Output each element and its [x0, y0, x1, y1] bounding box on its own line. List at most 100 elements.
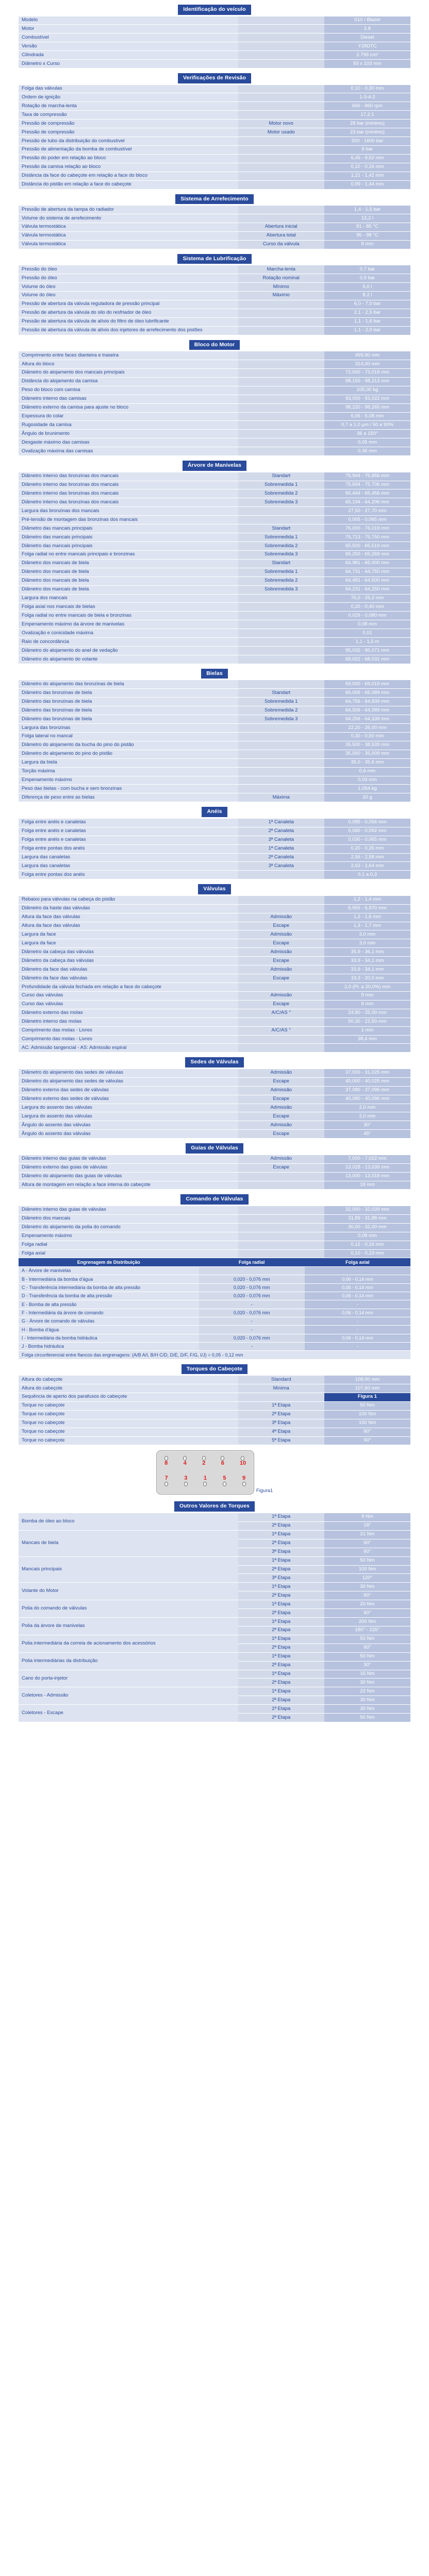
gear-radial: - — [199, 1325, 305, 1334]
bolt-position: 6 — [221, 1456, 225, 1467]
table-row: Torque no cabeçote 4ª Etapa 90° — [19, 1428, 410, 1437]
row-value: 150 Nm — [324, 1419, 410, 1428]
torque-row: 2ª Etapa 30° — [19, 1661, 410, 1670]
bolt-position: 2 — [202, 1456, 206, 1467]
table-row: Folga radial no entre mancais de biela e… — [19, 611, 410, 621]
table-row: Empenamento máximo 0,03 mm — [19, 776, 410, 785]
table-row: Combustível Diesel — [19, 33, 410, 43]
gear-label: F - Intermediária da árvore de comando — [19, 1309, 199, 1317]
table-row: Ângulo do assento das válvulas Admissão 30… — [19, 1121, 410, 1130]
row-qualifier — [238, 776, 324, 785]
row-value: 68,022 - 68,031 mm — [324, 655, 410, 664]
gear-radial: 0,020 - 0,076 mm — [199, 1283, 305, 1292]
verificacoes-de-revisao-header-wrap: Verificações de Revisão — [0, 69, 429, 85]
gear-note-row: Folga circunferencial entre flancos das … — [19, 1350, 410, 1360]
table-row: Pressão de abertura da tampa do radiador… — [19, 206, 410, 215]
row-value: 2,1 - 2,5 bar — [324, 309, 410, 318]
row-value: 64,506 - 64,589 mm — [324, 706, 410, 716]
row-value: 64,231 - 64,250 mm — [324, 585, 410, 595]
row-label: Diâmetro do alojamento do anel de vedaçã… — [19, 646, 238, 655]
row-value: 6,45 - 9,52 mm — [324, 154, 410, 163]
bolt-hole-icon — [164, 1456, 168, 1461]
row-qualifier: Sobremedida 3 — [238, 550, 324, 560]
torque-group-label: Polia da árvore de manivelas — [19, 1617, 238, 1635]
table-row: Versão Y28DTC — [19, 42, 410, 52]
row-qualifier: 2ª Canaleta — [238, 853, 324, 862]
row-qualifier: Sobremedida 2 — [238, 706, 324, 716]
row-value: 33,9 - 34,1 mm — [324, 956, 410, 966]
table-row: Diâmetro externo das guias de válvulas Es… — [19, 1163, 410, 1173]
row-qualifier — [238, 646, 324, 655]
table-row: Taxa de compressão 17,2:1 — [19, 110, 410, 120]
table-row: Pressão de compressão Motor usado 23 bar (… — [19, 128, 410, 138]
table-row: Diâmetro dos mancais de biela Standart 64,… — [19, 559, 410, 568]
row-qualifier: Admissão — [238, 913, 324, 922]
row-value: 9 mm — [324, 1000, 410, 1009]
row-qualifier: Motor novo — [238, 119, 324, 129]
row-value: 1 mm — [324, 1026, 410, 1036]
row-label: Raio de concordância — [19, 637, 238, 647]
table-row: Largura das bronzinas 22,20 - 26,00 mm — [19, 723, 410, 733]
bolt-sequence-number: 5 — [223, 1475, 226, 1482]
row-qualifier: Sobremedida 3 — [238, 715, 324, 724]
torque-value: 18° — [324, 1521, 410, 1531]
torque-stage: 1ª Etapa — [238, 1635, 324, 1644]
row-value: 98,150 - 98,213 mm — [324, 377, 410, 386]
torque-row: 2ª Etapa 100 Nm — [19, 1565, 410, 1574]
row-qualifier: Admissão — [238, 965, 324, 975]
row-label: Largura dos mancais — [19, 594, 238, 603]
table-row: Diâmetro dos mancais 31,89 - 31,88 mm — [19, 1214, 410, 1224]
row-value: 37,000 - 31,025 mm — [324, 1069, 410, 1078]
row-label: Folga radial no entre mancais principais… — [19, 550, 238, 560]
row-qualifier: A/C/AS ° — [238, 1009, 324, 1018]
sistema-de-lubrificacao-header-wrap: Sistema de Lubrificação — [0, 249, 429, 266]
table-row: Diâmetro interno das molas 50,30 - 22,50 … — [19, 1018, 410, 1027]
row-value: 75,713 - 75,750 mm — [324, 533, 410, 543]
row-qualifier — [238, 438, 324, 448]
row-value: 95 - 98 °C — [324, 231, 410, 241]
row-qualifier — [238, 741, 324, 750]
row-label: Válvula termostática — [19, 223, 238, 232]
row-label: Diâmetro do alojamento dos mancais princ… — [19, 368, 238, 378]
row-label: Diâmetro interno das bronzinas dos manca… — [19, 472, 238, 481]
row-value: 6,0 - 7,0 bar — [324, 300, 410, 309]
gear-row: B - Intermediária da bomba d'água 0,020 -… — [19, 1275, 410, 1284]
row-qualifier: Abertura total — [238, 231, 324, 241]
row-value: 2,0 mm — [324, 1112, 410, 1122]
gear-label: J - Bomba hidráulica — [19, 1342, 199, 1351]
table-row: Pressão de abertura da válvula regulador… — [19, 300, 410, 309]
row-qualifier — [238, 1043, 324, 1053]
figure-reference-link[interactable]: Figura 1 — [324, 1393, 410, 1402]
row-value: 13,000 - 13,018 mm — [324, 1172, 410, 1181]
row-label: Volume do sistema de arrefecimento — [19, 214, 238, 223]
row-qualifier: Standart — [238, 472, 324, 481]
row-label: Profundidade da válvula fechada em relaç… — [19, 982, 238, 992]
row-qualifier — [238, 1393, 324, 1402]
gear-row: E - Bomba de alta pressão - - — [19, 1300, 410, 1309]
row-label: Pressão do óleo — [19, 274, 238, 283]
row-label: Desgaste máximo das camisas — [19, 438, 238, 448]
table-row: Volume do sistema de arrefecimento 13,2 l — [19, 214, 410, 223]
row-qualifier: Admissão — [238, 947, 324, 957]
bolt-sequence-number: 8 — [164, 1460, 168, 1467]
table-row: Desgaste máximo das camisas 0,05 mm — [19, 438, 410, 448]
row-label: Diâmetro da cabeça das válvulas — [19, 956, 238, 966]
row-qualifier — [238, 602, 324, 612]
row-qualifier — [238, 732, 324, 741]
row-qualifier: Sobremedida 1 — [238, 697, 324, 707]
row-value: 1,1 - 1,6 bar — [324, 317, 410, 327]
table-row: Diâmetro interno das bronzinas dos manca… — [19, 472, 410, 481]
bolt-sequence-number: 3 — [184, 1475, 188, 1482]
row-label: Folga radial — [19, 1241, 238, 1250]
valvulas-title: Válvulas — [198, 884, 231, 894]
row-value: 1,21 - 1,42 mm — [324, 172, 410, 181]
row-value: 0,03 mm — [324, 776, 410, 785]
torque-stage: 2ª Etapa — [238, 1565, 324, 1574]
row-qualifier: Standart — [238, 524, 324, 534]
figure-1-wrapper: 8 4 2 6 10 7 3 1 5 9 Figura1 — [0, 1445, 429, 1497]
row-label: Diâmetro do alojamento da polia do coman… — [19, 1223, 238, 1232]
row-value: 40,000 - 40,025 mm — [324, 1077, 410, 1087]
row-label: Diâmetro da face das válvulas — [19, 974, 238, 983]
row-label: Peso das bielas - com bucha e sem bronzi… — [19, 784, 238, 794]
row-value: 0,7 bar — [324, 265, 410, 275]
